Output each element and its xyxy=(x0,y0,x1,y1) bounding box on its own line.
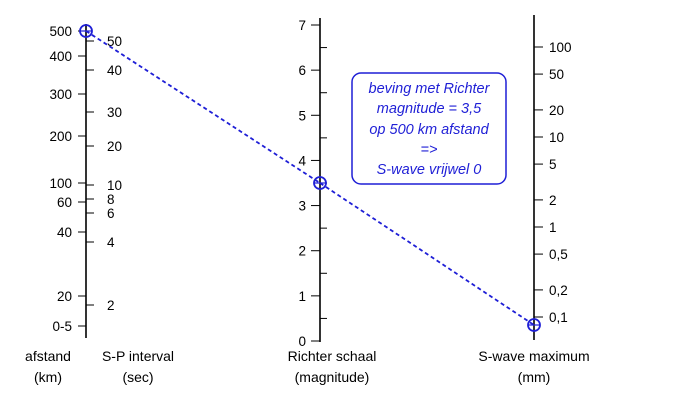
distance-axis-title: afstand xyxy=(25,348,71,364)
sp-interval-tick-label: 40 xyxy=(107,63,122,78)
sp-interval-tick-label: 8 xyxy=(107,192,115,207)
sp-interval-axis-unit: (sec) xyxy=(122,369,153,385)
richter-axis-unit: (magnitude) xyxy=(295,369,370,385)
note-box-border xyxy=(351,72,507,185)
axes-layer xyxy=(85,15,535,342)
sp-interval-tick-label: 30 xyxy=(107,105,122,120)
swave-tick-label: 50 xyxy=(549,67,564,82)
note-line: magnitude = 3,5 xyxy=(377,101,482,117)
swave-tick-label: 0,2 xyxy=(549,283,568,298)
distance-tick-label: 0-5 xyxy=(52,319,72,334)
distance-tick-label: 200 xyxy=(49,129,72,144)
richter-tick-label: 5 xyxy=(298,108,306,123)
sp-interval-tick-label: 10 xyxy=(107,178,122,193)
swave-tick-label: 5 xyxy=(549,157,557,172)
distance-tick-label: 300 xyxy=(49,87,72,102)
example-line-layer xyxy=(79,24,541,332)
distance-tick-label: 400 xyxy=(49,49,72,64)
swave-tick-label: 0,1 xyxy=(549,310,568,325)
note-line: S-wave vrijwel 0 xyxy=(377,162,482,178)
distance-axis-unit: (km) xyxy=(34,369,62,385)
richter-tick-label: 3 xyxy=(298,199,306,214)
swave-axis-unit: (mm) xyxy=(518,369,551,385)
swave-tick-label: 0,5 xyxy=(549,247,568,262)
richter-axis-title: Richter schaal xyxy=(288,348,377,364)
sp-interval-tick-label: 2 xyxy=(107,298,115,313)
ticks-layer xyxy=(78,24,543,342)
example-dashed-line xyxy=(319,182,535,326)
richter-tick-label: 4 xyxy=(298,153,306,168)
sp-interval-tick-label: 20 xyxy=(107,139,122,154)
sp-interval-tick-label: 6 xyxy=(107,206,115,221)
swave-tick-label: 100 xyxy=(549,40,572,55)
richter-tick-label: 7 xyxy=(298,18,306,33)
swave-tick-label: 10 xyxy=(549,130,564,145)
distance-tick-label: 60 xyxy=(57,195,72,210)
swave-tick-label: 1 xyxy=(549,220,557,235)
note-box: beving met Richter magnitude = 3,5 op 50… xyxy=(351,72,507,185)
axis-titles-layer: afstand (km) S-P interval (sec) Richter scha… xyxy=(25,348,590,385)
sp-interval-tick-label: 50 xyxy=(107,34,122,49)
swave-tick-label: 20 xyxy=(549,103,564,118)
example-dashed-line xyxy=(85,30,321,184)
richter-tick-label: 1 xyxy=(298,289,306,304)
swave-tick-label: 2 xyxy=(549,193,557,208)
richter-tick-label: 2 xyxy=(298,244,306,259)
distance-tick-label: 100 xyxy=(49,176,72,191)
sp-interval-axis-title: S-P interval xyxy=(102,348,174,364)
note-line: beving met Richter xyxy=(369,81,491,97)
richter-tick-label: 0 xyxy=(298,334,306,349)
note-line: op 500 km afstand xyxy=(369,122,489,138)
sp-interval-tick-label: 4 xyxy=(107,235,115,250)
tick-labels-layer: 5004003002001006040200-55040302010864276… xyxy=(49,18,571,349)
distance-tick-label: 500 xyxy=(49,24,72,39)
note-line: => xyxy=(421,142,438,158)
richter-tick-label: 6 xyxy=(298,63,306,78)
swave-axis-title: S-wave maximum xyxy=(478,348,589,364)
distance-tick-label: 20 xyxy=(57,289,72,304)
distance-tick-label: 40 xyxy=(57,225,72,240)
